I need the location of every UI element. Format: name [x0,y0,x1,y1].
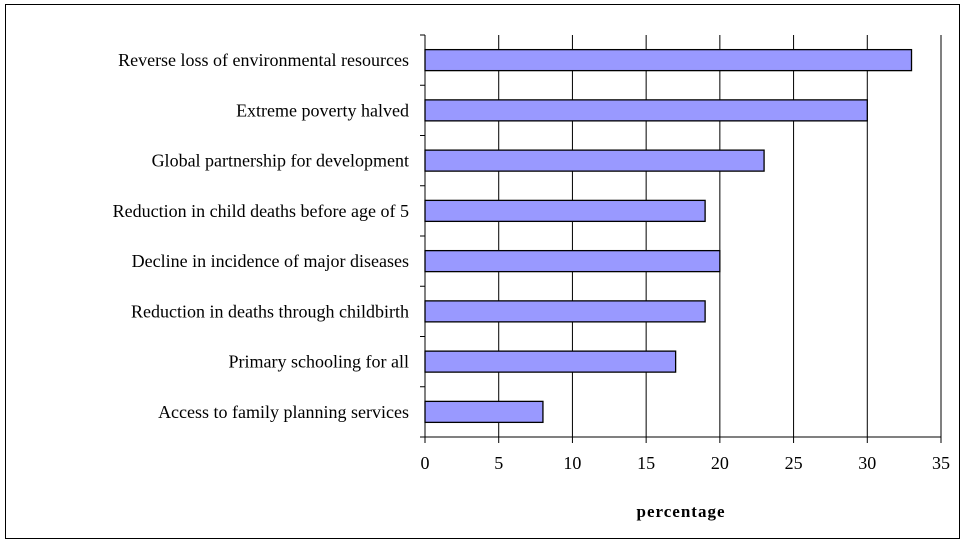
x-tick-label: 0 [421,453,430,473]
bar [425,251,720,272]
category-labels: Reverse loss of environmental resources E… [113,50,409,422]
category-label: Decline in incidence of major diseases [132,251,409,271]
category-label: Primary schooling for all [229,352,409,372]
bar [425,200,705,221]
bar [425,150,764,171]
x-tick-label: 35 [932,453,950,473]
category-label: Extreme poverty halved [236,100,409,120]
x-tick-label: 30 [858,453,876,473]
x-axis-ticks [425,437,941,443]
bar [425,50,912,71]
category-label: Reverse loss of environmental resources [118,50,409,70]
x-tick-label: 25 [785,453,803,473]
bar [425,301,705,322]
x-tick-label: 20 [711,453,729,473]
category-label: Reduction in deaths through childbirth [131,301,409,321]
axes [425,35,941,437]
bar [425,401,543,422]
category-label: Reduction in child deaths before age of … [113,201,409,221]
x-tick-label: 10 [563,453,581,473]
x-tick-label: 15 [637,453,655,473]
x-axis-title: percentage [637,502,726,521]
x-tick-label: 5 [494,453,503,473]
gridlines [499,35,941,437]
y-axis-ticks [420,35,425,437]
bar [425,351,676,372]
bars [425,50,912,423]
x-tick-labels: 0 5 10 15 20 25 30 35 [421,453,951,473]
category-label: Global partnership for development [152,151,409,171]
bar [425,100,867,121]
category-label: Access to family planning services [158,402,409,422]
